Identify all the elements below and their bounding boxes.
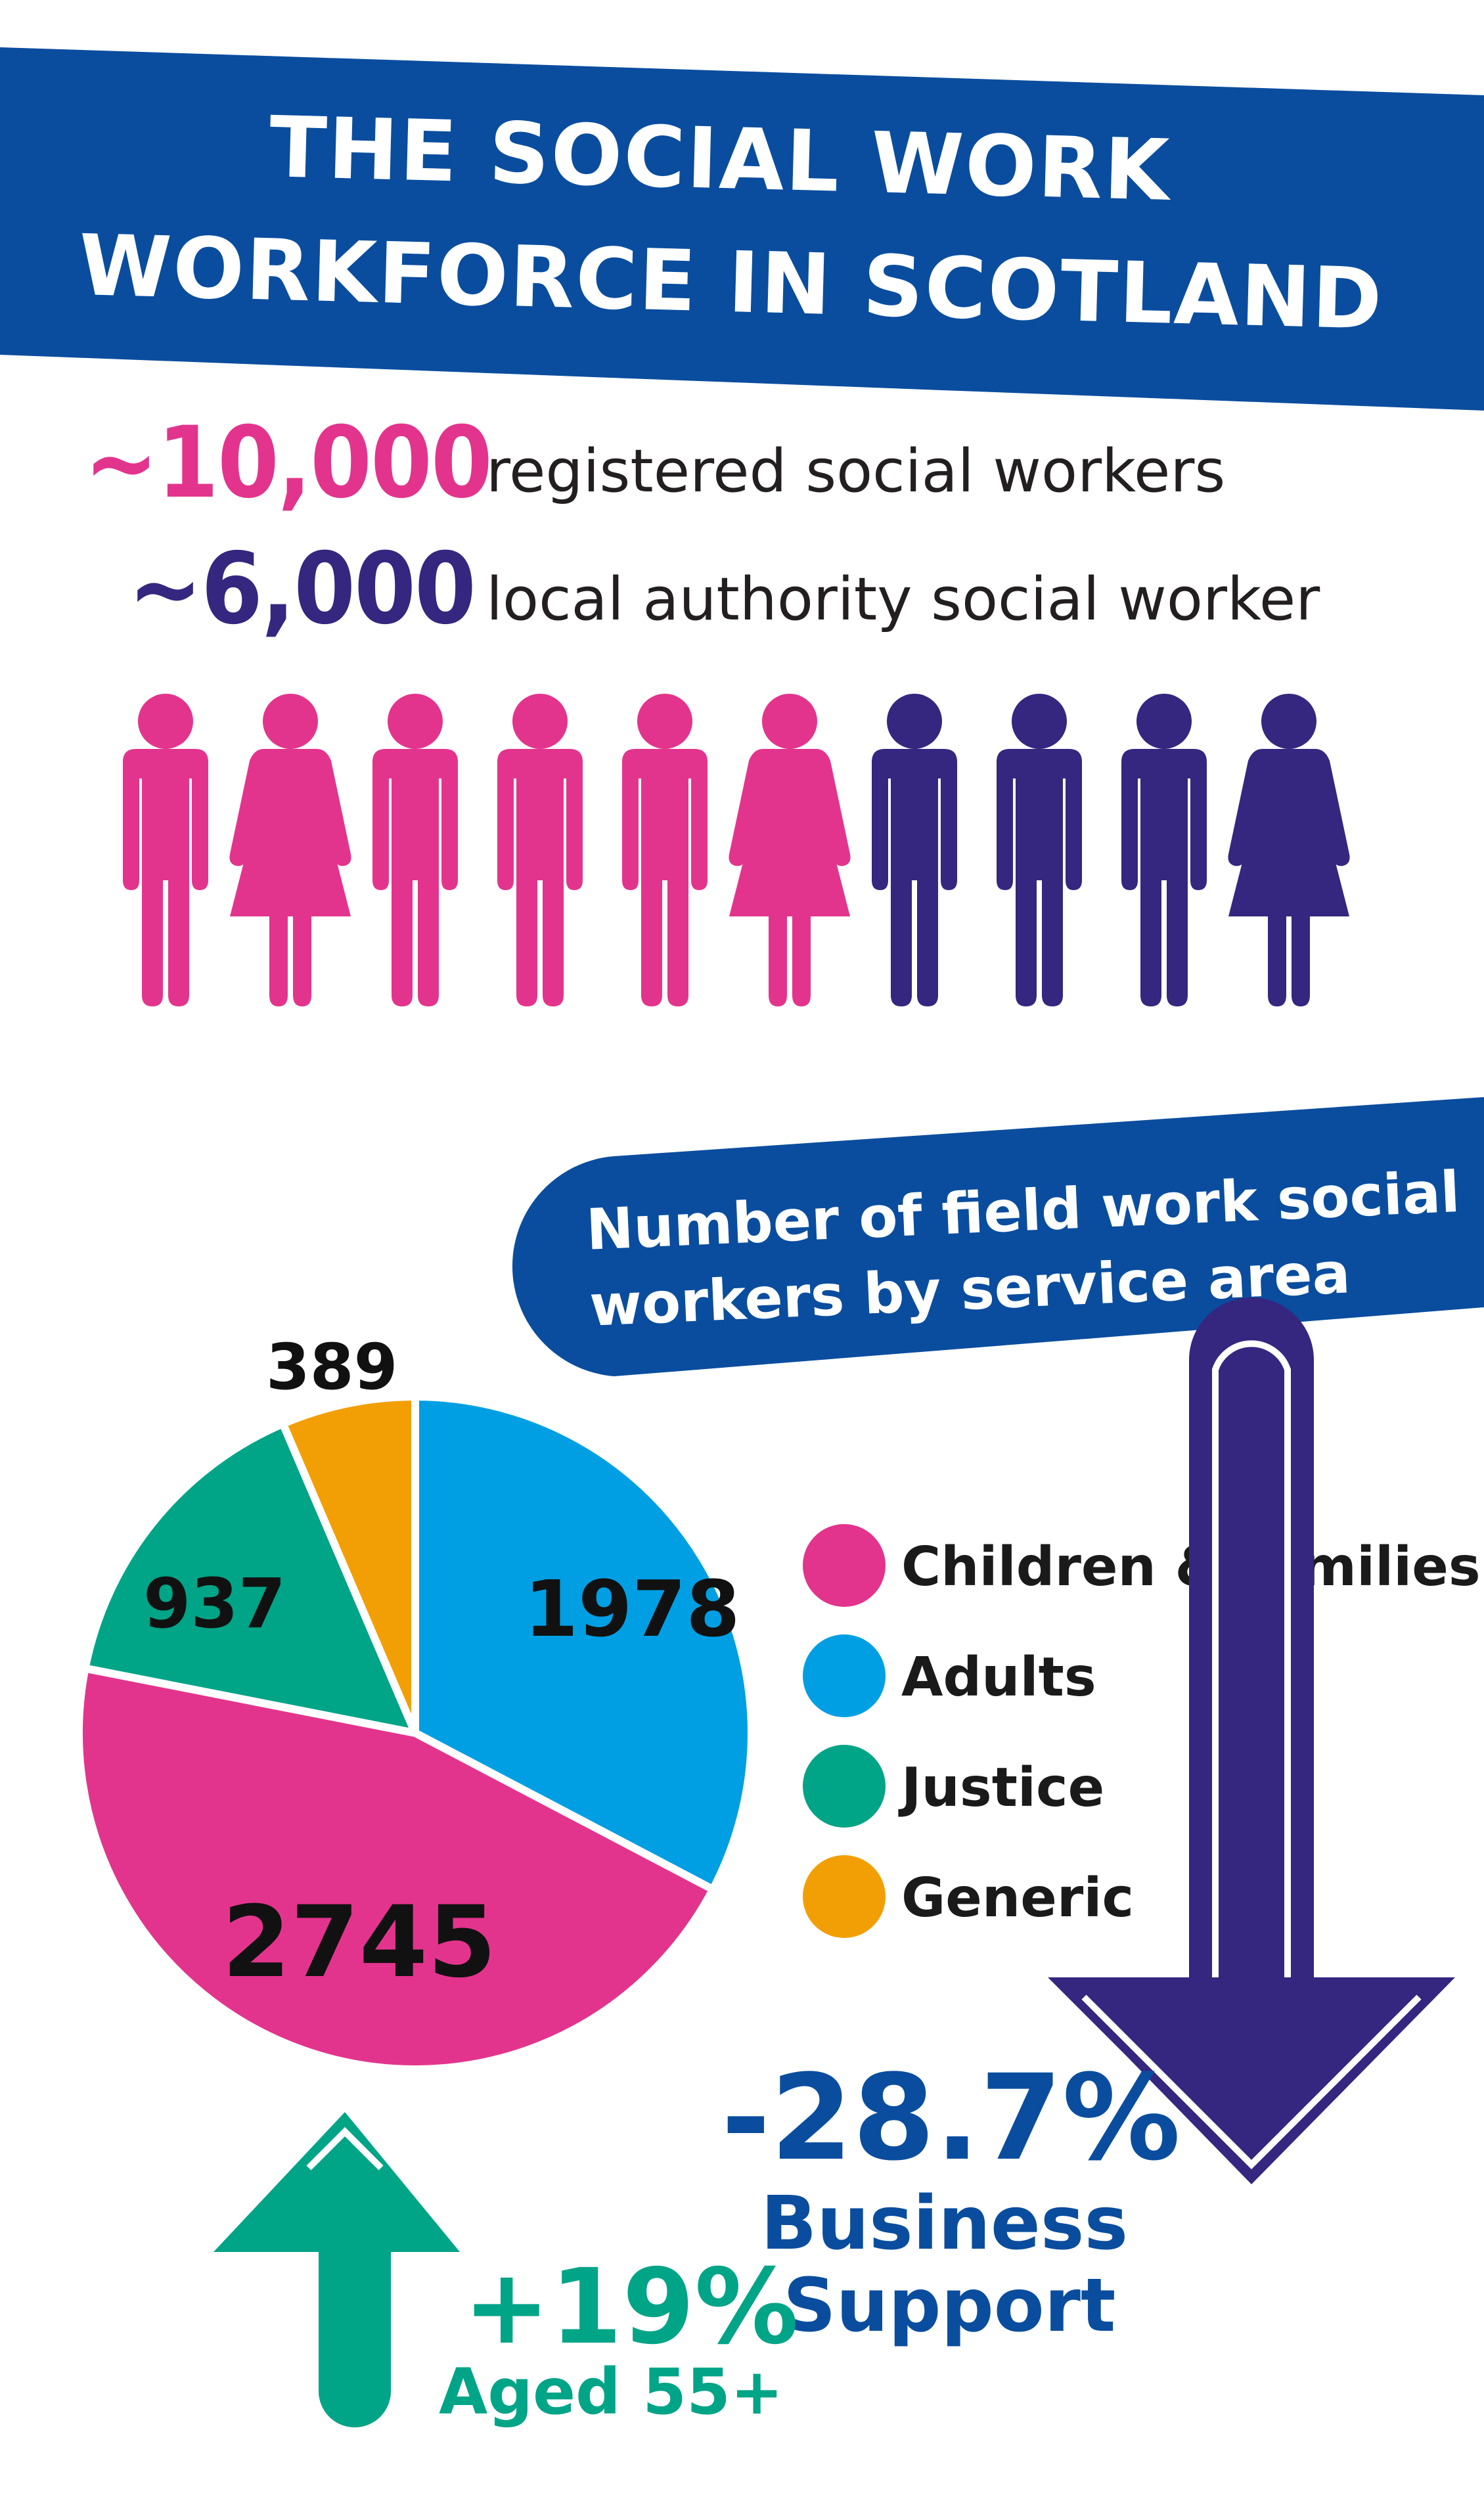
woman-figure-icon [229,694,351,1006]
up-arrow-highlight-icon [306,2126,384,2171]
legend-swatch-generic [803,1855,886,1938]
title-banner [0,47,1484,411]
pie-slice-children [75,1664,717,2073]
business-support-label-line2: Support [783,2263,1116,2349]
legend-label-justice: Justice [901,1757,1105,1819]
business-support-change: -28.7% [721,2050,1181,2187]
pie-slice-justice [81,1420,419,1737]
woman-figure-icon [729,694,851,1006]
down-arrow-highlight-icon [1212,1340,1291,1977]
pie-slice-generic [279,1393,419,1737]
local-authority-label: local authority social worker [486,565,1320,634]
down-arrow-chevron-highlight-icon [1081,1994,1422,2170]
legend-swatch-children [803,1524,886,1607]
aged-55-label: Aged 55+ [439,2355,784,2429]
pie-label-adults: 1978 [524,1563,740,1654]
pie-slice-adults [411,1393,755,1894]
pie-label-generic: 389 [266,1330,398,1404]
down-arrow-vector-icon [1048,1297,1455,2184]
man-figure-icon [123,694,208,1006]
pie-label-children: 2745 [222,1885,497,2000]
legend-swatch-justice [803,1745,886,1828]
man-figure-icon [872,694,957,1006]
man-figure-icon [622,694,708,1006]
legend-label-generic: Generic [901,1867,1135,1929]
woman-figure-icon [1228,694,1350,1006]
registered-count: ~10,000 [84,406,493,520]
registered-label: registered social workers [486,437,1226,506]
man-figure-icon [997,694,1082,1006]
legend-label-adults: Adults [901,1646,1096,1709]
man-figure-icon [1121,694,1207,1006]
up-arrow-vector-icon [214,2112,460,2427]
aged-55-change: +19% [463,2247,799,2368]
man-figure-icon [497,694,583,1006]
legend-swatch-adults [803,1634,886,1717]
business-support-label-line1: Business [761,2181,1129,2266]
man-figure-icon [372,694,458,1006]
local-authority-count: ~6,000 [128,532,476,646]
pie-label-justice: 937 [143,1563,286,1644]
